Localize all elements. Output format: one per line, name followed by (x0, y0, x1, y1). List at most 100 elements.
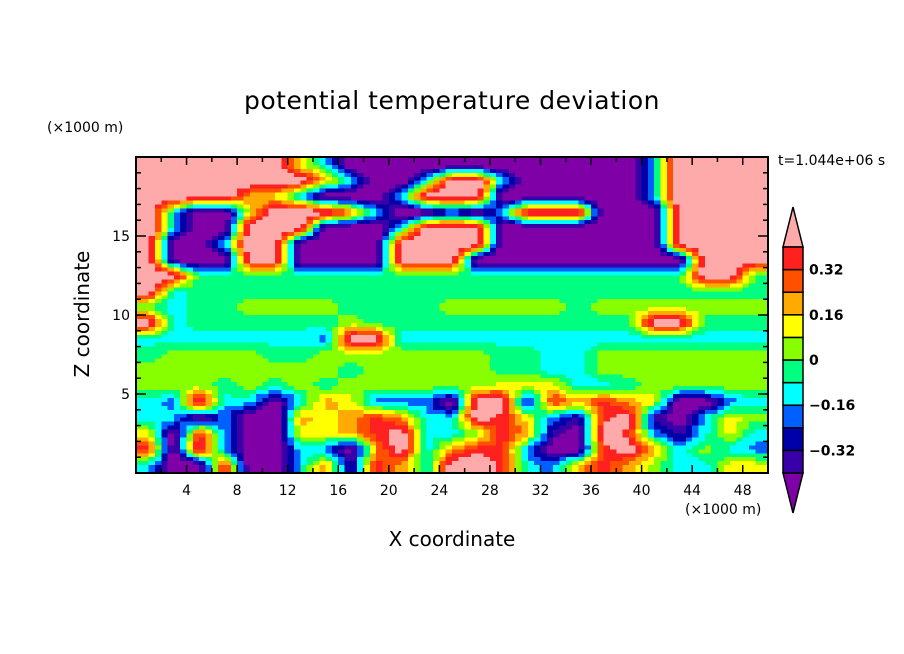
contour-cell (224, 405, 244, 411)
contour-cell (312, 461, 320, 466)
contour-cell (527, 441, 535, 446)
contour-cell (635, 441, 643, 446)
contour-cell (685, 243, 769, 249)
contour-cell (338, 346, 346, 352)
contour-cell (673, 461, 706, 466)
contour-cell (287, 437, 295, 442)
contour-cell (654, 394, 662, 399)
contour-cell (300, 243, 377, 249)
contour-cell (584, 370, 598, 375)
contour-cell (136, 322, 150, 328)
contour-cell (161, 437, 169, 442)
contour-cell (597, 429, 605, 434)
contour-cell (338, 417, 358, 423)
contour-cell (464, 449, 504, 454)
contour-cell (230, 413, 238, 419)
contour-cell (641, 429, 649, 434)
contour-cell (136, 157, 282, 162)
contour-cell (382, 405, 409, 411)
contour-cell (578, 417, 586, 423)
contour-cell (388, 441, 409, 446)
contour-cell (262, 405, 282, 411)
contour-cell (553, 437, 579, 442)
contour-cell (647, 326, 655, 332)
contour-cell (357, 429, 371, 434)
contour-cell (483, 196, 491, 201)
contour-cell (578, 204, 586, 209)
contour-cell (369, 429, 390, 434)
contour-cell (167, 243, 175, 249)
contour-cell (338, 425, 358, 431)
contour-cell (161, 429, 169, 434)
contour-cell (186, 232, 219, 237)
colorbar-box (782, 268, 804, 293)
contour-cell (515, 457, 523, 462)
contour-cell (597, 425, 605, 431)
contour-cell (363, 370, 497, 375)
colorbar-under-triangle (782, 472, 804, 514)
contour-cell (420, 180, 428, 186)
contour-cell (300, 236, 308, 241)
contour-cell (281, 386, 295, 391)
contour-cell (477, 236, 485, 241)
contour-cell (407, 469, 415, 474)
contour-cell (388, 228, 396, 233)
contour-cell (673, 184, 769, 190)
contour-cell (698, 417, 706, 423)
contour-cell (647, 307, 687, 312)
contour-cell (489, 251, 497, 257)
contour-cell (660, 188, 668, 194)
contour-cell (211, 394, 219, 399)
contour-cell (458, 409, 466, 415)
contour-cell (458, 413, 466, 419)
contour-cell (331, 160, 339, 166)
contour-cell (382, 236, 390, 241)
contour-cell (508, 437, 516, 442)
contour-cell (331, 208, 346, 213)
contour-cell (180, 220, 188, 225)
contour-cell (205, 445, 213, 450)
contour-cell (237, 220, 244, 225)
contour-cell (192, 220, 225, 225)
contour-cell (344, 208, 352, 213)
contour-cell (230, 224, 238, 229)
contour-cell (603, 445, 611, 450)
contour-cell (154, 291, 162, 296)
contour-cell (136, 236, 150, 241)
contour-cell (136, 405, 169, 411)
contour-cell (407, 401, 434, 407)
contour-cell (628, 330, 643, 336)
contour-cell (224, 208, 232, 213)
contour-cell (445, 168, 485, 174)
contour-cell (647, 311, 687, 316)
contour-cell (148, 243, 156, 249)
contour-cell (426, 184, 434, 190)
contour-cell (237, 204, 244, 209)
contour-cell (186, 271, 194, 276)
contour-cell (704, 461, 718, 466)
contour-cell (205, 441, 213, 446)
contour-cell (704, 433, 718, 438)
contour-cell (635, 168, 643, 174)
contour-cell (723, 409, 769, 415)
contour-cell (338, 342, 346, 348)
contour-cell (673, 421, 687, 427)
contour-cell (742, 287, 769, 292)
contour-cell (287, 247, 295, 253)
contour-cell (281, 433, 289, 438)
contour-cell (692, 433, 699, 438)
contour-cell (660, 239, 668, 245)
contour-cell (483, 247, 491, 253)
contour-cell (635, 437, 643, 442)
contour-cell (502, 232, 655, 237)
contour-cell (294, 401, 301, 407)
colorbar-label: −0.32 (809, 443, 855, 459)
contour-cell (515, 172, 636, 178)
contour-cell (363, 216, 377, 221)
contour-cell (477, 172, 485, 178)
contour-cell (679, 247, 687, 253)
contour-cell (369, 449, 377, 454)
contour-cell (331, 164, 339, 170)
contour-cell (527, 429, 535, 434)
contour-cell (338, 318, 365, 324)
